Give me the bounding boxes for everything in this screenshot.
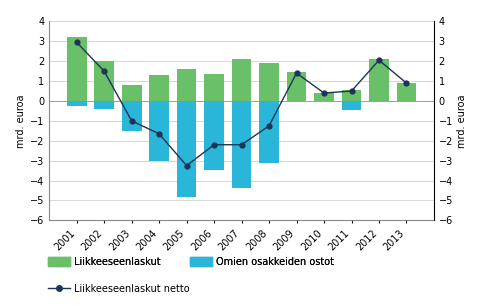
Bar (342, 101, 361, 110)
Bar (122, 101, 141, 131)
Bar (176, 69, 197, 101)
Bar (204, 101, 224, 170)
Bar (94, 101, 114, 109)
Bar (259, 63, 279, 101)
Bar (396, 83, 417, 101)
Y-axis label: mrd. euroa: mrd. euroa (16, 94, 26, 147)
Bar (259, 101, 279, 162)
Bar (314, 93, 334, 101)
Bar (122, 85, 141, 101)
Bar (67, 37, 87, 101)
Bar (369, 59, 389, 101)
Bar (149, 101, 169, 161)
Bar (286, 72, 307, 101)
Legend: Liikkeeseenlaskut, Omien osakkeiden ostot: Liikkeeseenlaskut, Omien osakkeiden osto… (44, 253, 338, 271)
Bar (232, 59, 251, 101)
Bar (342, 90, 361, 101)
Bar (94, 61, 114, 101)
Bar (67, 101, 87, 106)
Bar (176, 101, 197, 197)
Bar (232, 101, 251, 188)
Y-axis label: mrd. euroa: mrd. euroa (457, 94, 467, 147)
Bar (204, 74, 224, 101)
Bar (149, 75, 169, 101)
Legend: Liikkeeseenlaskut netto: Liikkeeseenlaskut netto (44, 280, 194, 298)
